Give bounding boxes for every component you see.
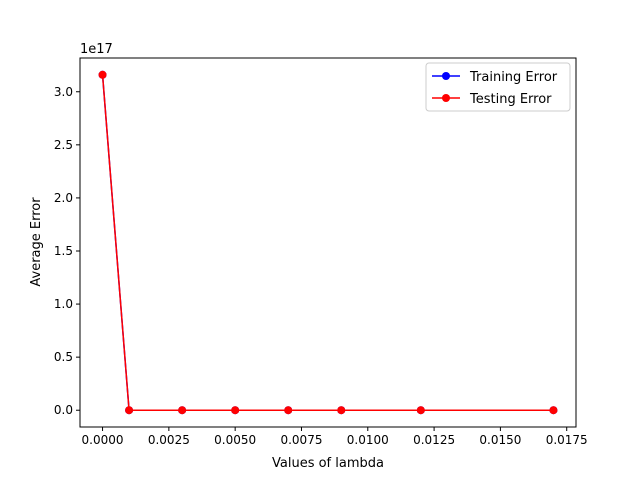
series-layer xyxy=(98,70,558,415)
data-point-testing-error xyxy=(549,406,558,415)
x-tick-label: 0.0125 xyxy=(413,433,455,447)
x-tick-label: 0.0100 xyxy=(347,433,389,447)
data-point-testing-error xyxy=(231,406,240,415)
x-tick-label: 0.0075 xyxy=(280,433,322,447)
legend: Training Error Testing Error xyxy=(425,62,571,112)
legend-label-training: Training Error xyxy=(469,70,558,85)
y-offset-label: 1e17 xyxy=(80,42,113,57)
y-tick-label: 3.0 xyxy=(54,85,73,99)
y-tick-label: 1.5 xyxy=(54,244,73,258)
data-point-testing-error xyxy=(284,406,293,415)
y-tick-label: 0.0 xyxy=(54,403,73,417)
x-axis-label: Values of lambda xyxy=(272,456,384,471)
y-tick-label: 1.0 xyxy=(54,297,73,311)
y-tick-label: 0.5 xyxy=(54,350,73,364)
data-point-testing-error xyxy=(178,406,187,415)
data-point-testing-error xyxy=(337,406,346,415)
legend-marker-testing xyxy=(442,94,450,102)
y-axis-label: Average Error xyxy=(29,197,44,287)
data-point-testing-error xyxy=(416,406,425,415)
series-line-testing-error xyxy=(101,74,554,411)
x-tick-label: 0.0025 xyxy=(148,433,190,447)
data-point-testing-error xyxy=(98,70,107,79)
x-tick-label: 0.0175 xyxy=(546,433,588,447)
y-tick-label: 2.5 xyxy=(54,138,73,152)
legend-box xyxy=(425,62,571,112)
axes-layer: 0.0000 0.0025 0.0050 0.0075 0.0100 0.0125 0.01… xyxy=(54,57,588,447)
legend-label-testing: Testing Error xyxy=(469,92,552,107)
legend-marker-training xyxy=(442,72,450,80)
x-tick-label: 0.0050 xyxy=(214,433,256,447)
plot-frame xyxy=(79,57,577,428)
y-tick-label: 2.0 xyxy=(54,191,73,205)
x-tick-label: 0.0000 xyxy=(82,433,124,447)
x-tick-label: 0.0150 xyxy=(479,433,521,447)
data-point-testing-error xyxy=(125,406,134,415)
